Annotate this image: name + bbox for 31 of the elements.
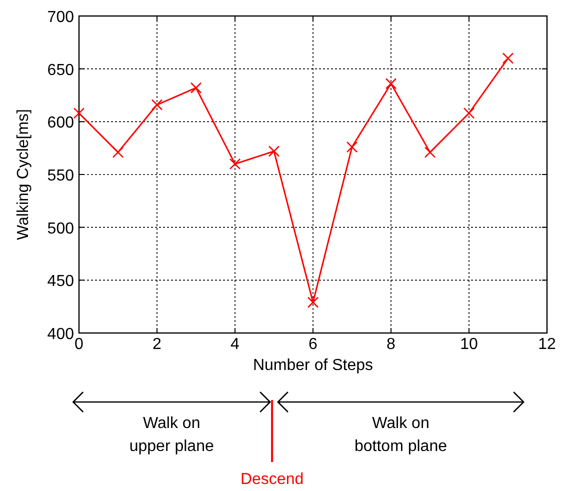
point [190, 82, 202, 94]
x-tick-label: 0 [74, 336, 84, 353]
point [502, 52, 514, 64]
y-tick-label: 550 [47, 168, 74, 184]
x-tick-label: 2 [152, 336, 162, 353]
text: Descend [240, 471, 304, 488]
x-tick-label: 4 [230, 336, 240, 353]
point [424, 146, 436, 158]
text: Walk on upper plane [129, 415, 214, 455]
text: Walk on bottom plane [354, 415, 448, 455]
point [268, 146, 280, 157]
x-tick-label: 10 [460, 336, 478, 353]
point [307, 296, 319, 308]
x-tick-label: 6 [308, 336, 318, 353]
y-tick-label: 700 [47, 9, 74, 26]
y-axis-title: Walking Cycle[ms] [15, 109, 32, 240]
y-tick-label: 650 [47, 62, 74, 79]
y-tick-label: 600 [47, 114, 74, 132]
point [73, 108, 85, 119]
x-axis-title: Number of Steps [252, 357, 374, 374]
point [385, 78, 397, 90]
point [112, 146, 124, 158]
point [151, 99, 163, 110]
y-tick-label: 500 [47, 220, 74, 238]
y-tick-label: 400 [47, 326, 74, 343]
x-tick-label: 12 [538, 336, 556, 353]
y-tick-label: 450 [47, 273, 74, 290]
point [229, 158, 241, 170]
x-tick-label: 8 [386, 336, 396, 353]
point [463, 108, 475, 119]
point [346, 141, 358, 153]
